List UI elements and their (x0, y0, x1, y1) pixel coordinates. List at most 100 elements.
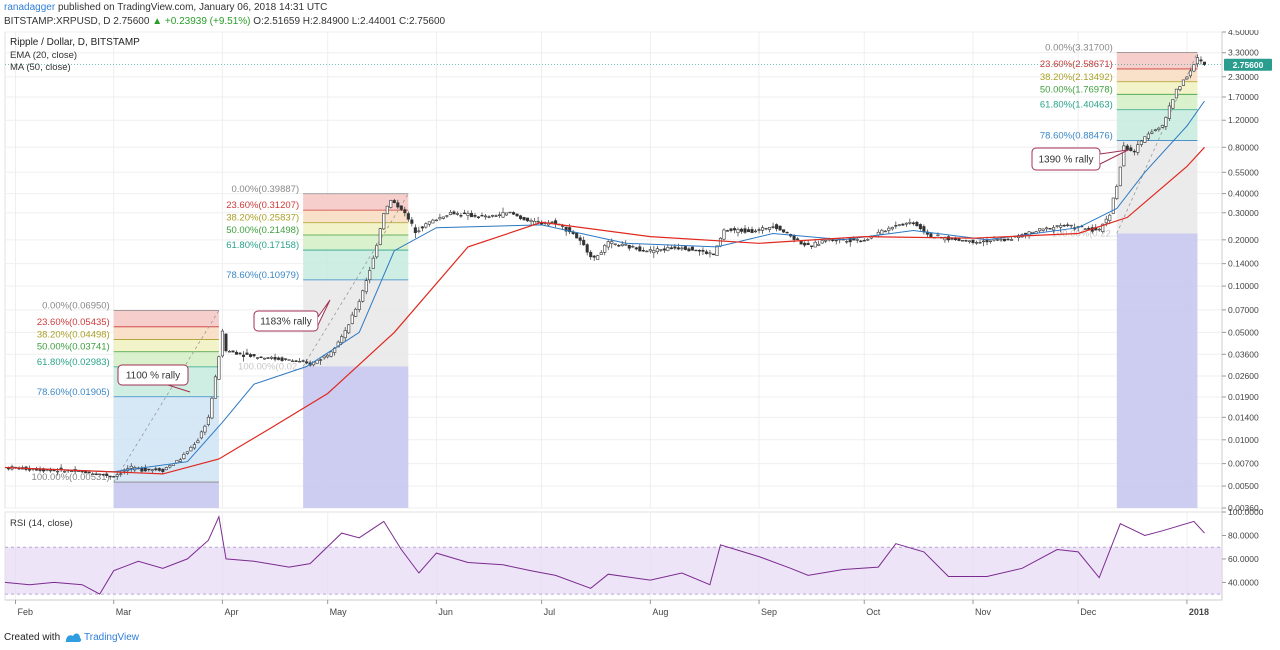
candle-body (1185, 76, 1189, 80)
candle-body (350, 314, 354, 324)
candle-body (568, 227, 572, 233)
last-price-badge-label: 2.75600 (1233, 60, 1264, 70)
candle-body (757, 229, 761, 231)
candle-body (596, 255, 600, 260)
fib-level-label: 61.80%(0.17158) (226, 240, 299, 251)
candle-body (129, 465, 133, 469)
price-axis-label: 1.20000 (1228, 115, 1259, 125)
candle-body (217, 356, 221, 380)
candle-body (224, 333, 228, 352)
chart-title: Ripple / Dollar, D, BITSTAMP (10, 37, 140, 48)
tradingview-link[interactable]: TradingView (84, 632, 140, 643)
candle-body (364, 280, 368, 293)
candle-body (52, 469, 56, 472)
candle-body (761, 227, 765, 231)
fib-zone (303, 235, 409, 251)
rsi-title: RSI (14, close) (10, 518, 73, 529)
candle-body (929, 233, 933, 238)
candle-body (974, 242, 979, 244)
price-axis-label: 0.01400 (1228, 412, 1259, 422)
price-axis-label: 0.00700 (1228, 459, 1259, 469)
candle-body (1136, 144, 1140, 153)
candle-body (1006, 238, 1010, 241)
time-axis-label: Sep (761, 607, 777, 617)
candle-body (967, 240, 972, 243)
candle-body (676, 247, 680, 250)
candle-body (1083, 228, 1087, 230)
candle-body (736, 228, 740, 234)
fib-level-label: 50.00%(1.76978) (1040, 84, 1113, 95)
candle-body (771, 226, 775, 228)
fib-level-label: 0.00%(3.31700) (1045, 42, 1113, 53)
candle-body (505, 212, 509, 216)
time-axis-label: Dec (1080, 607, 1097, 617)
ma-line (4, 146, 1205, 475)
candle-body (403, 209, 407, 214)
fib-level-label: 0.00%(0.39887) (232, 184, 300, 195)
candle-body (56, 470, 60, 473)
candle-body (438, 217, 442, 220)
candle-body (1178, 86, 1182, 91)
candle-body (589, 251, 593, 258)
rsi-axis-label: 60.0000 (1228, 554, 1259, 564)
candle-body (371, 257, 375, 269)
candle-body (420, 226, 424, 229)
candle-body (417, 230, 421, 233)
candle-body (108, 475, 112, 478)
candle-body (746, 229, 751, 233)
candle-body (178, 459, 182, 462)
candle-body (1031, 231, 1035, 234)
candle-body (971, 239, 975, 244)
rsi-axis-label: 80.0000 (1228, 530, 1259, 540)
legend-entry: MA (50, close) (10, 62, 71, 73)
time-axis-label: Feb (18, 607, 34, 617)
candle-body (431, 219, 435, 224)
candle-body (743, 228, 747, 233)
candle-body (620, 243, 624, 247)
candle-body (354, 308, 358, 317)
fib-base-zone (303, 366, 409, 508)
candle-body (1167, 105, 1171, 119)
candle-body (1101, 223, 1105, 232)
candle-body (147, 468, 151, 471)
candle-body (708, 252, 712, 255)
candle-body (28, 469, 32, 471)
candle-body (378, 228, 382, 245)
fib-zone (303, 279, 409, 367)
candle-body (259, 356, 263, 359)
candle-body (845, 241, 849, 243)
author-link[interactable]: ranadagger (4, 2, 56, 13)
candle-body (782, 229, 786, 233)
candle-body (238, 352, 242, 355)
rsi-band (5, 547, 1222, 595)
candle-body (617, 245, 621, 247)
fib-zone (113, 310, 219, 327)
publish-line: ranadagger published on TradingView.com,… (4, 2, 327, 13)
candle-body (564, 226, 568, 232)
candle-body (248, 354, 253, 357)
time-axis-label: Jun (438, 607, 453, 617)
candle-body (406, 213, 410, 220)
candle-body (361, 290, 365, 302)
candle-body (101, 473, 105, 476)
candle-body (1066, 224, 1070, 226)
candle-body (329, 351, 333, 357)
candle-body (526, 217, 530, 222)
symbol-label: BITSTAMP:XRPUSD, D (4, 16, 111, 27)
ohlc-line: BITSTAMP:XRPUSD, D 2.75600 ▲ +0.23939 (+… (4, 16, 445, 27)
candle-body (1164, 117, 1168, 127)
candle-body (427, 221, 431, 225)
candle-body (729, 228, 733, 231)
candle-body (1188, 70, 1192, 77)
candle-body (718, 237, 722, 247)
fib-level-label: 78.60%(0.88476) (1040, 131, 1113, 142)
candle-body (1195, 57, 1199, 65)
rsi-axis-label: 40.0000 (1228, 577, 1259, 587)
candle-body (45, 469, 49, 471)
candle-body (599, 252, 603, 255)
candle-body (638, 246, 642, 252)
price-axis-label: 4.50000 (1228, 30, 1259, 37)
chart-canvas[interactable]: 0.00%(0.06950) 23.60%(0.05435)38.20%(0.04… (0, 30, 1280, 628)
candle-body (754, 230, 758, 233)
candle-body (652, 250, 656, 254)
